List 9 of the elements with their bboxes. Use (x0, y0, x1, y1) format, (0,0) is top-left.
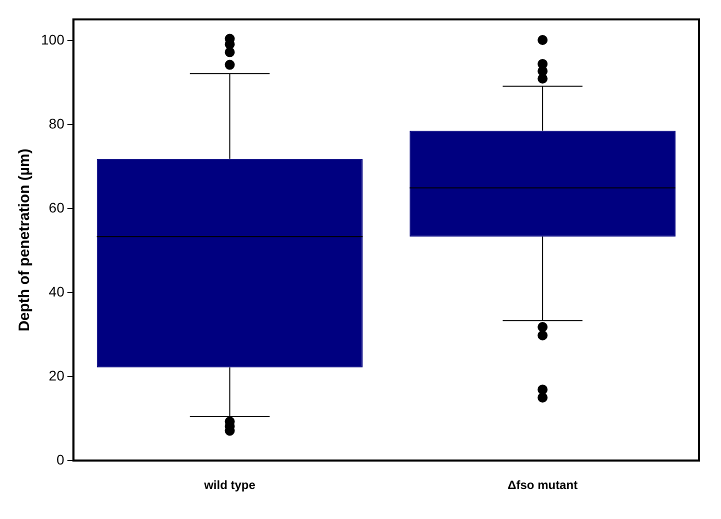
y-tick-label: 0 (56, 451, 65, 468)
x-tick-label: wild type (203, 478, 256, 492)
y-axis-title: Depth of penetration (µm) (16, 148, 34, 332)
y-tick-label: 100 (41, 31, 65, 48)
y-tick-label: 20 (48, 367, 65, 384)
y-tick-label: 60 (48, 199, 65, 216)
y-tick-label: 80 (48, 115, 65, 132)
x-tick-label: Δfso mutant (508, 478, 578, 492)
y-tick-label: 40 (48, 283, 65, 300)
